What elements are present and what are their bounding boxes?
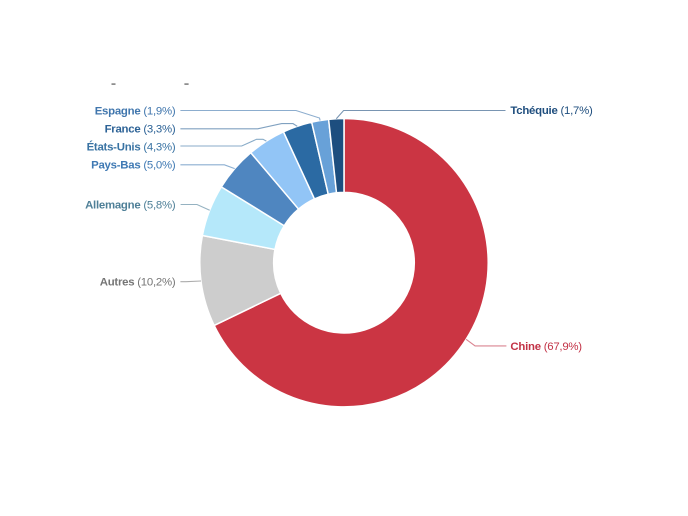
svg-text:Allemagne (5,8%): Allemagne (5,8%) <box>85 199 176 211</box>
svg-text:France (3,3%): France (3,3%) <box>105 123 176 135</box>
svg-text:Pays-Bas (5,0%): Pays-Bas (5,0%) <box>91 160 176 172</box>
svg-text:Tchéquie (1,7%): Tchéquie (1,7%) <box>510 105 593 117</box>
svg-text:États-Unis (4,3%): États-Unis (4,3%) <box>87 141 176 154</box>
svg-text:Espagne (1,9%): Espagne (1,9%) <box>95 105 176 117</box>
svg-text:Autres (10,2%): Autres (10,2%) <box>100 276 176 288</box>
svg-text:Chine (67,9%): Chine (67,9%) <box>510 341 582 353</box>
